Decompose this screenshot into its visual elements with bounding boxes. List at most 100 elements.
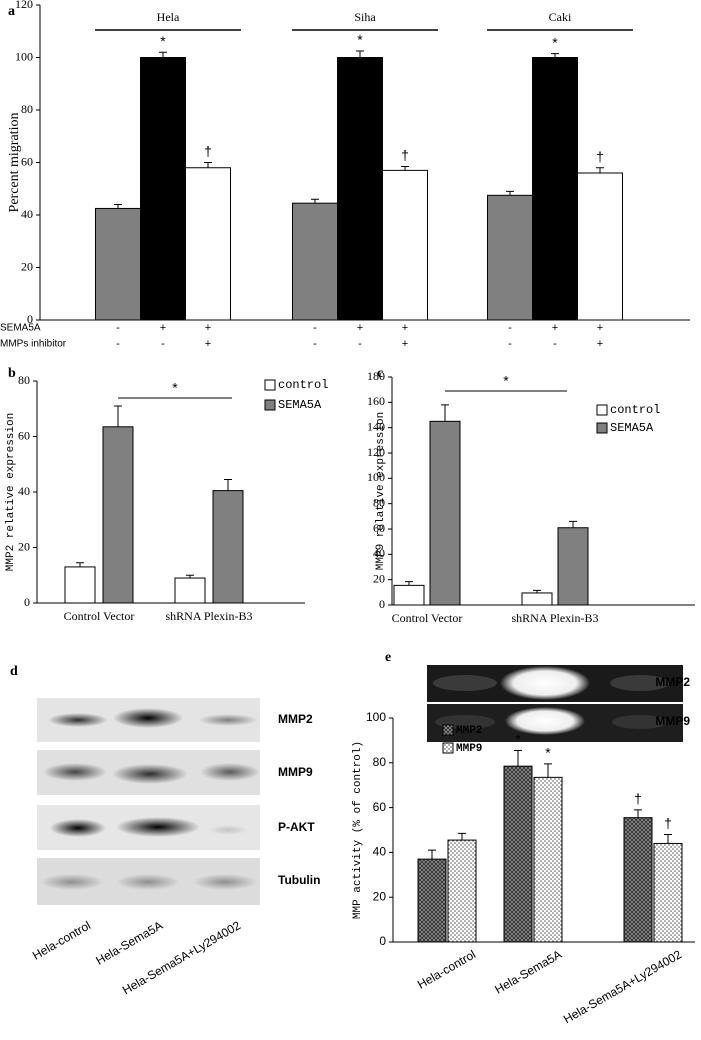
bar xyxy=(623,817,653,943)
condition-sign: + xyxy=(205,322,211,334)
y-tick-label: 0 xyxy=(24,595,30,609)
y-axis-title: MMP2 relative expression xyxy=(5,413,17,571)
category-label: Hela xyxy=(157,10,180,24)
legend-label: control xyxy=(610,403,660,417)
error-bar xyxy=(634,809,642,818)
blot-panel: d MMP2 MMP9 P-AKT Tubulin Hela-control H… xyxy=(10,664,320,997)
y-tick-label: 20 xyxy=(21,259,33,273)
legend-swatch xyxy=(596,404,608,416)
condition-label: SEMA5A xyxy=(0,323,41,334)
category-label: Siha xyxy=(354,10,376,24)
condition-sign: - xyxy=(313,322,317,334)
bar xyxy=(337,57,383,321)
error-bar xyxy=(405,581,413,586)
legend-label: MMP2 xyxy=(456,725,482,737)
condition-sign: - xyxy=(313,338,317,350)
bar xyxy=(532,57,578,321)
y-tick-label: 180 xyxy=(367,369,385,383)
legend-swatch xyxy=(264,399,276,411)
condition-sign: - xyxy=(116,322,120,334)
y-tick-label: 120 xyxy=(15,0,33,11)
gel-row-label: MMP2 xyxy=(655,675,690,689)
y-tick-label: 40 xyxy=(373,845,387,859)
y-axis-title: MMP9 relative expression xyxy=(375,412,387,570)
significance-mark: * xyxy=(172,380,178,396)
bar xyxy=(64,566,96,604)
error-bar xyxy=(506,190,514,196)
y-tick-label: 80 xyxy=(373,495,385,509)
y-axis-title: Percent migration xyxy=(7,113,22,213)
category-label: Control Vector xyxy=(392,611,463,625)
gel-band xyxy=(610,675,670,691)
category-label: Hela-control xyxy=(415,947,478,991)
condition-sign: - xyxy=(508,322,512,334)
condition-sign: - xyxy=(116,338,120,350)
category-label: Hela-Sema5A+Ly294002 xyxy=(561,947,684,1026)
error-bar xyxy=(159,51,167,58)
category-label: shRNA Plexin-B3 xyxy=(165,609,252,623)
condition-sign: + xyxy=(402,322,408,334)
annotation: † xyxy=(596,148,604,164)
y-tick-label: 60 xyxy=(18,428,30,442)
blot-row-label: MMP9 xyxy=(278,765,313,779)
category-label: Hela-Sema5A xyxy=(492,947,564,996)
significance-mark: * xyxy=(503,373,509,389)
condition-sign: + xyxy=(402,338,408,350)
error-bar xyxy=(356,50,364,58)
band xyxy=(208,825,248,835)
condition-sign: + xyxy=(160,322,166,334)
condition-sign: - xyxy=(508,338,512,350)
panel-label: a xyxy=(8,4,15,19)
panel-label: d xyxy=(10,664,18,679)
legend-label: SEMA5A xyxy=(610,421,654,435)
band xyxy=(200,763,260,781)
y-tick-label: 20 xyxy=(18,539,30,553)
error-bar xyxy=(114,204,122,209)
y-tick-label: 120 xyxy=(367,445,385,459)
bar xyxy=(140,57,186,321)
annotation: † xyxy=(401,147,409,163)
annotation: † xyxy=(634,791,642,807)
band xyxy=(48,713,108,727)
legend-swatch xyxy=(442,742,454,754)
y-tick-label: 60 xyxy=(373,521,385,535)
blot-row-label: Tubulin xyxy=(278,873,320,887)
y-tick-label: 140 xyxy=(367,419,385,433)
bar xyxy=(174,577,206,604)
lane-label: Hela-Sema5A xyxy=(93,918,165,967)
y-tick-label: 0 xyxy=(27,312,33,326)
y-tick-label: 0 xyxy=(379,597,385,611)
annotation: * xyxy=(160,33,166,49)
error-bar xyxy=(441,404,449,422)
error-bar xyxy=(514,749,522,767)
legend-label: control xyxy=(278,378,328,392)
condition-label: MMPs inhibitor xyxy=(0,339,67,350)
panel-label: e xyxy=(385,650,391,665)
band xyxy=(116,817,200,837)
condition-sign: + xyxy=(597,322,603,334)
bar xyxy=(521,592,553,606)
annotation: * xyxy=(545,745,551,761)
blot-row-label: P-AKT xyxy=(278,820,315,834)
gel-band xyxy=(433,675,497,691)
error-bar xyxy=(186,574,194,579)
gel-band xyxy=(500,666,590,700)
y-tick-label: 80 xyxy=(18,373,30,387)
y-tick-label: 160 xyxy=(367,394,385,408)
bar xyxy=(503,765,533,943)
blot-row-label: MMP2 xyxy=(278,712,313,726)
bar xyxy=(557,527,589,606)
y-tick-label: 40 xyxy=(373,546,385,560)
band xyxy=(50,819,106,837)
error-bar xyxy=(569,520,577,528)
annotation: * xyxy=(552,34,558,50)
panel-label: c xyxy=(377,366,383,381)
error-bar xyxy=(204,162,212,168)
gel-band xyxy=(612,715,668,729)
condition-sign: - xyxy=(358,338,362,350)
condition-sign: - xyxy=(161,338,165,350)
error-bar xyxy=(224,479,232,491)
y-tick-label: 60 xyxy=(21,154,33,168)
bar xyxy=(533,776,563,943)
